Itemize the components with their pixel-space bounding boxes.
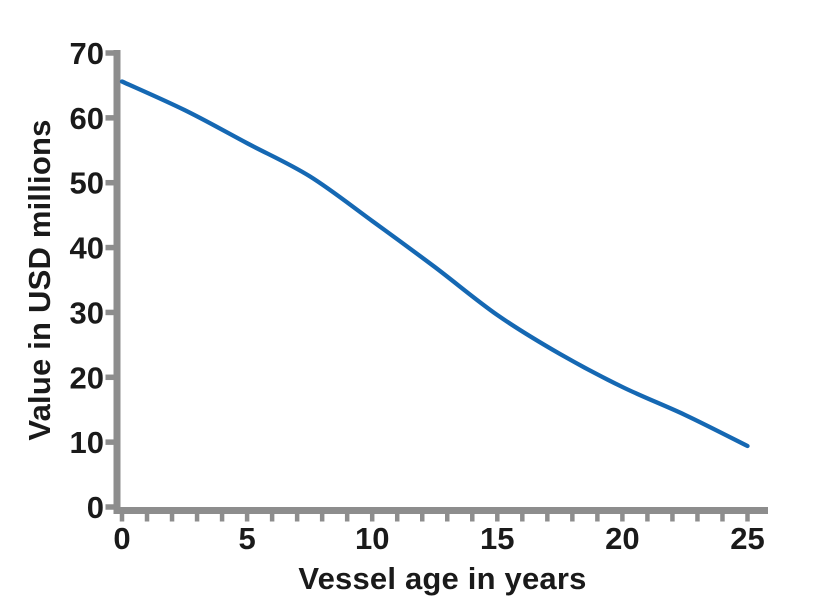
x-axis-title: Vessel age in years (298, 561, 587, 596)
y-tick-label: 30 (70, 295, 104, 330)
x-tick-label: 10 (355, 521, 389, 556)
y-tick-label: 70 (70, 36, 104, 71)
x-tick-label: 5 (238, 521, 255, 556)
y-tick-label: 0 (87, 490, 104, 525)
x-tick-label: 15 (480, 521, 514, 556)
y-tick-label: 10 (70, 425, 104, 460)
x-tick-label: 25 (730, 521, 764, 556)
x-tick-label: 20 (605, 521, 639, 556)
value-curve (119, 79, 750, 449)
y-tick-label: 40 (70, 231, 104, 266)
y-axis-title: Value in USD millions (22, 119, 57, 441)
y-tick-label: 60 (70, 101, 104, 136)
y-tick-label: 20 (70, 360, 104, 395)
y-tick-label: 50 (70, 166, 104, 201)
x-tick-label: 0 (113, 521, 130, 556)
